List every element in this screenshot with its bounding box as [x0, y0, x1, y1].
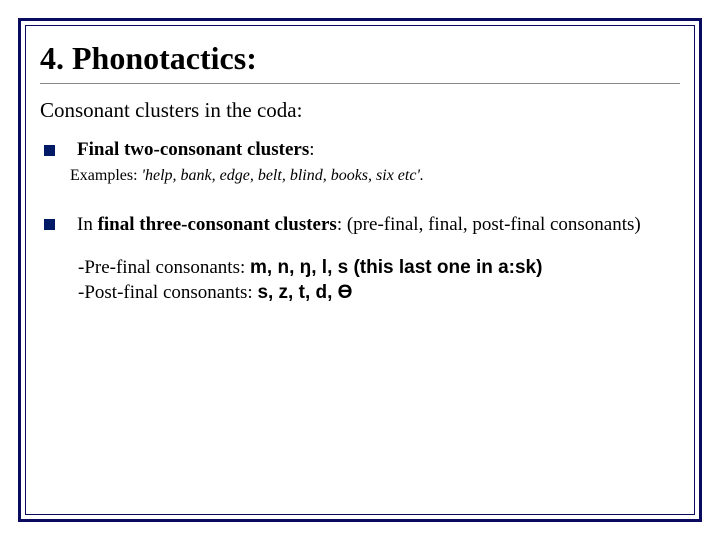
sub-lines: -Pre-final consonants: m, n, ŋ, l, s (th… — [78, 255, 680, 306]
bullet-1-examples: Examples: 'help, bank, edge, belt, blind… — [70, 167, 680, 185]
sub-line-1b: m, n, ŋ, l, s (this last one in a:sk) — [250, 257, 542, 278]
bullet-2-tail: : (pre-final, final, post-final consonan… — [337, 214, 641, 235]
slide-title: 4. Phonotactics: — [40, 40, 680, 77]
bullet-2: In final three-consonant clusters: (pre-… — [40, 213, 680, 237]
examples-italic: 'help, bank, edge, belt, blind, books, s… — [142, 167, 424, 184]
bullet-1-bold: Final two-consonant clusters — [77, 139, 309, 160]
sub-line-2a: -Post-final consonants: — [78, 282, 257, 303]
sub-line-2b: s, z, t, d, Ɵ — [257, 282, 352, 303]
bullet-2-text: In final three-consonant clusters: (pre-… — [77, 213, 641, 237]
bullet-1: Final two-consonant clusters: — [40, 139, 680, 161]
bullet-2-lead: In — [77, 214, 98, 235]
examples-label: Examples: — [70, 167, 142, 184]
square-bullet-icon — [44, 145, 55, 156]
sub-line-2: -Post-final consonants: s, z, t, d, Ɵ — [78, 280, 680, 306]
title-divider — [40, 83, 680, 84]
slide-content: 4. Phonotactics: Consonant clusters in t… — [40, 40, 680, 500]
sub-line-1: -Pre-final consonants: m, n, ŋ, l, s (th… — [78, 255, 680, 281]
subheading: Consonant clusters in the coda: — [40, 98, 680, 123]
bullet-1-text: Final two-consonant clusters: — [77, 139, 315, 161]
bullet-2-bold: final three-consonant clusters — [98, 214, 337, 235]
sub-line-1a: -Pre-final consonants: — [78, 257, 250, 278]
square-bullet-icon — [44, 219, 55, 230]
bullet-1-tail: : — [309, 139, 314, 160]
